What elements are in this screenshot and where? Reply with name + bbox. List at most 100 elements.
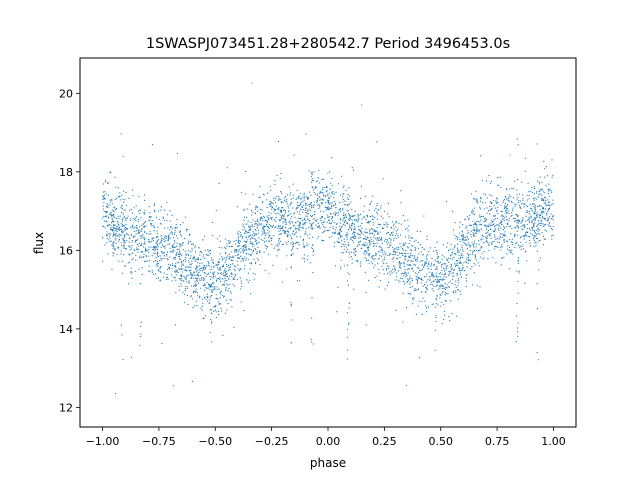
data-point xyxy=(463,235,465,238)
data-point xyxy=(355,219,358,221)
data-point xyxy=(254,261,257,263)
data-point xyxy=(245,248,247,250)
x-tick-label: −0.75 xyxy=(142,435,176,448)
data-point xyxy=(516,270,518,272)
data-point xyxy=(242,229,244,231)
data-point xyxy=(542,223,544,225)
data-point xyxy=(466,266,468,268)
data-point xyxy=(406,280,409,283)
data-point xyxy=(199,270,201,272)
data-point xyxy=(399,263,401,265)
data-point xyxy=(481,247,483,249)
data-point xyxy=(508,194,510,196)
data-point xyxy=(328,202,330,204)
data-point xyxy=(123,217,125,219)
data-point xyxy=(522,197,524,199)
data-point xyxy=(156,240,158,243)
data-point xyxy=(290,303,292,306)
data-point xyxy=(162,276,165,278)
data-point xyxy=(379,231,381,233)
data-point xyxy=(485,180,488,182)
data-point xyxy=(322,187,324,189)
data-point xyxy=(403,261,405,264)
data-point xyxy=(188,280,190,282)
data-point xyxy=(181,244,184,246)
data-point xyxy=(251,214,253,216)
data-point xyxy=(442,244,445,246)
data-point xyxy=(149,220,151,222)
data-point xyxy=(460,293,462,295)
data-point xyxy=(200,268,202,270)
data-point xyxy=(520,248,522,251)
data-point xyxy=(380,256,382,258)
data-point xyxy=(325,186,327,188)
data-point xyxy=(137,245,139,247)
data-point xyxy=(501,246,503,248)
data-point xyxy=(536,308,539,310)
data-point xyxy=(344,200,346,202)
data-point xyxy=(248,253,250,255)
data-point xyxy=(458,262,461,264)
data-point xyxy=(426,255,428,257)
data-point xyxy=(365,236,367,238)
data-point xyxy=(195,265,198,267)
data-point xyxy=(456,274,458,276)
data-point xyxy=(462,248,464,251)
data-point xyxy=(311,177,313,180)
data-point xyxy=(449,248,451,250)
data-point xyxy=(256,258,259,260)
data-point xyxy=(551,235,553,237)
data-point xyxy=(541,181,543,184)
data-point xyxy=(471,251,473,253)
data-point xyxy=(354,254,357,257)
data-point xyxy=(255,248,257,251)
data-point xyxy=(485,236,487,238)
data-point xyxy=(323,225,325,228)
data-point xyxy=(155,236,157,238)
data-point xyxy=(533,212,535,214)
data-point xyxy=(280,218,283,220)
data-point xyxy=(508,212,510,215)
data-point xyxy=(471,242,473,244)
data-point xyxy=(122,225,124,228)
data-point xyxy=(237,233,239,235)
data-point xyxy=(130,272,132,274)
data-point xyxy=(298,223,301,225)
data-point xyxy=(512,187,514,190)
data-point xyxy=(139,335,142,338)
data-point xyxy=(426,287,428,289)
data-point xyxy=(483,221,485,223)
data-point xyxy=(527,228,529,230)
data-point xyxy=(523,224,525,226)
data-point xyxy=(193,258,195,260)
data-point xyxy=(280,173,282,175)
data-point xyxy=(181,276,183,278)
data-point xyxy=(508,196,510,198)
data-point xyxy=(250,209,253,212)
data-point xyxy=(377,258,379,260)
data-point xyxy=(123,246,125,248)
data-point xyxy=(200,274,202,276)
data-point xyxy=(422,279,424,281)
data-point xyxy=(472,251,474,253)
data-point xyxy=(549,188,551,190)
data-point xyxy=(459,256,462,258)
data-point xyxy=(493,248,496,250)
data-point xyxy=(361,222,363,225)
data-point xyxy=(207,287,209,289)
data-point xyxy=(171,228,174,230)
data-point xyxy=(114,224,116,226)
data-point xyxy=(485,228,488,230)
data-point xyxy=(344,219,346,221)
data-point xyxy=(548,216,551,218)
data-point xyxy=(516,225,518,227)
data-point xyxy=(433,263,435,266)
data-point xyxy=(206,297,208,299)
data-point xyxy=(324,230,326,232)
data-point xyxy=(466,237,468,239)
data-point xyxy=(416,256,419,258)
data-point xyxy=(315,181,318,183)
data-point xyxy=(340,259,342,262)
data-point xyxy=(220,307,222,310)
data-point xyxy=(548,222,550,224)
